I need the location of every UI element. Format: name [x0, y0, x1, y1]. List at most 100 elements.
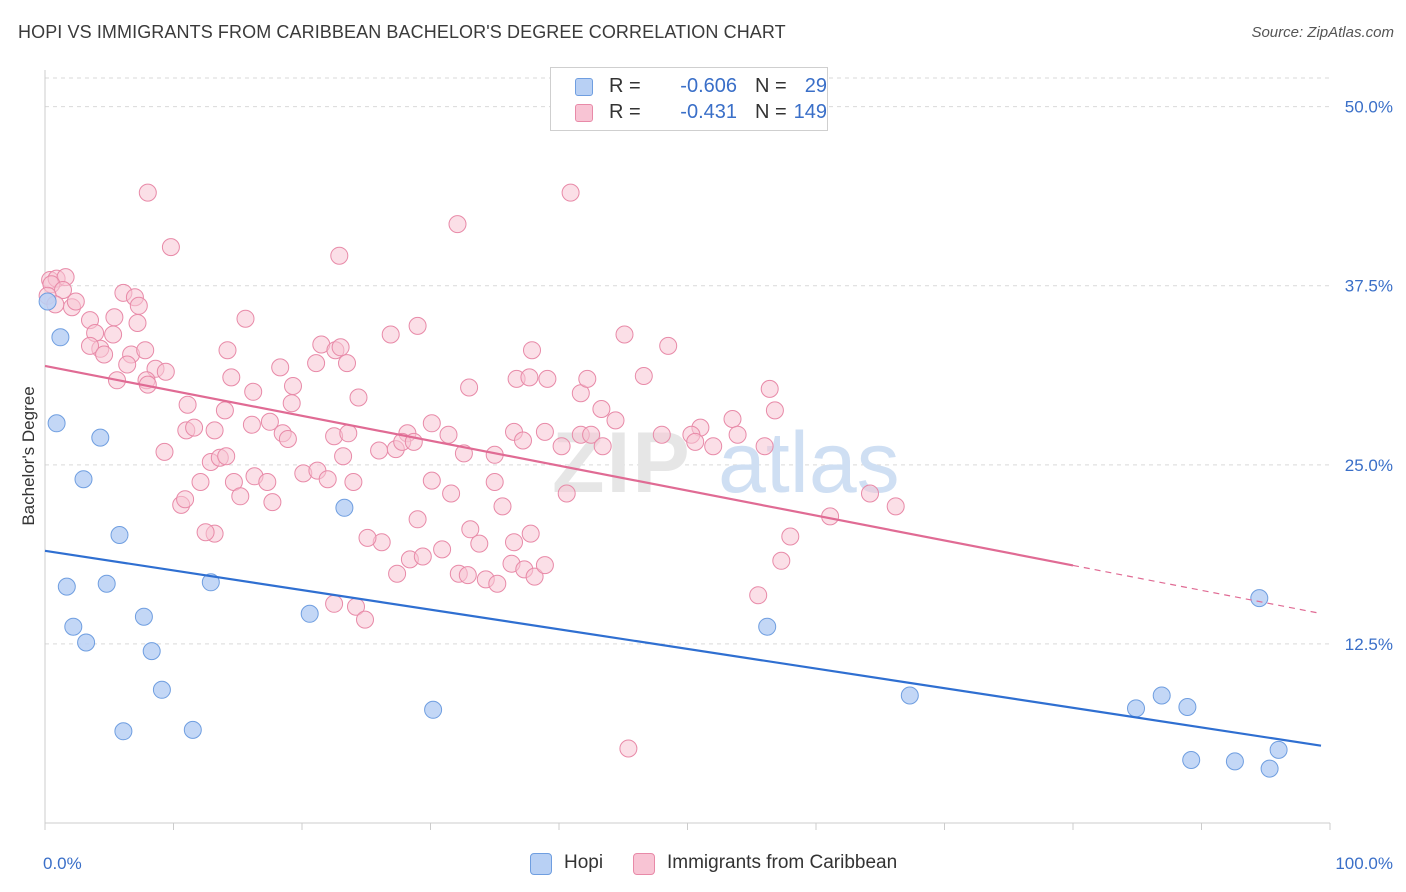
caribbean-point	[66, 292, 85, 311]
caribbean-point	[222, 368, 241, 387]
caribbean-point	[217, 447, 236, 466]
hopi-point	[1178, 698, 1197, 716]
stats-legend: R = -0.606 N = 29 R = -0.431 N = 149	[550, 67, 828, 131]
hopi-point	[1127, 699, 1145, 718]
caribbean-point	[271, 358, 290, 377]
caribbean-point	[749, 586, 768, 605]
caribbean-point	[325, 594, 344, 613]
caribbean-point	[356, 610, 374, 629]
caribbean-point	[381, 325, 400, 344]
caribbean-point	[433, 540, 452, 559]
legend-n-value: 29	[804, 75, 827, 97]
bottom-legend-label-caribbean: Immigrants from Caribbean	[667, 852, 898, 873]
caribbean-point	[521, 524, 540, 543]
hopi-point	[134, 607, 153, 626]
hopi-point	[1269, 740, 1288, 759]
legend-n-value: 149	[793, 101, 827, 123]
caribbean-point	[772, 551, 791, 570]
hopi-point	[183, 720, 202, 739]
y-tick-label: 25.0%	[1345, 456, 1393, 475]
caribbean-point	[886, 497, 905, 516]
gridlines	[45, 77, 1330, 645]
caribbean-point	[439, 425, 458, 444]
caribbean-point	[728, 425, 747, 444]
legend-r-label: R =	[609, 101, 641, 123]
caribbean-point	[652, 425, 671, 444]
hopi-point	[38, 292, 57, 311]
caribbean-point	[634, 367, 653, 385]
hopi-point	[1250, 589, 1269, 608]
bottom-legend-swatch-hopi	[530, 853, 552, 875]
caribbean-point	[118, 355, 137, 374]
axes	[44, 70, 1331, 830]
chart-title: HOPI VS IMMIGRANTS FROM CARIBBEAN BACHEL…	[18, 22, 786, 42]
caribbean-point	[231, 487, 250, 506]
hopi-point	[1260, 759, 1279, 778]
caribbean-point	[422, 414, 441, 433]
caribbean-point	[331, 338, 350, 357]
hopi-point	[142, 642, 161, 661]
bottom-legend-label-hopi: Hopi	[564, 852, 604, 873]
y-tick-label: 50.0%	[1345, 98, 1393, 117]
hopi-point	[424, 700, 443, 719]
caribbean-point	[338, 354, 356, 373]
caribbean-point	[388, 564, 407, 583]
hopi-point	[1152, 686, 1171, 705]
caribbean-point	[488, 574, 507, 593]
trend-line-extension-caribbean	[1072, 564, 1322, 615]
caribbean-point	[260, 412, 279, 431]
hopi-point	[300, 604, 319, 623]
caribbean-point	[525, 567, 544, 586]
caribbean-point	[334, 447, 353, 466]
hopi-point	[57, 577, 76, 596]
caribbean-point	[263, 493, 282, 512]
hopi-point	[1225, 752, 1244, 771]
caribbean-point	[523, 341, 541, 360]
caribbean-point	[185, 418, 204, 437]
series-caribbean-points	[38, 183, 905, 758]
tick-labels: 12.5% 25.0% 37.5% 50.0% 0.0% 100.0%	[43, 98, 1393, 873]
legend-n-label: N =	[755, 101, 787, 123]
caribbean-point	[460, 378, 479, 397]
caribbean-point	[258, 473, 277, 491]
caribbean-point	[344, 473, 363, 491]
caribbean-point	[781, 527, 800, 546]
legend-r-label: R =	[609, 75, 641, 97]
hopi-point	[74, 470, 93, 489]
hopi-point	[91, 428, 110, 447]
caribbean-point	[615, 325, 634, 344]
caribbean-point	[561, 183, 580, 202]
caribbean-point	[408, 510, 427, 529]
hopi-point	[77, 633, 96, 652]
caribbean-point	[358, 528, 377, 547]
caribbean-point	[339, 424, 358, 443]
caribbean-point	[136, 341, 155, 360]
caribbean-point	[178, 395, 197, 414]
caribbean-point	[196, 523, 215, 542]
caribbean-point	[95, 345, 114, 364]
caribbean-point	[755, 437, 774, 456]
caribbean-point	[282, 394, 301, 413]
caribbean-point	[582, 425, 601, 444]
hopi-point	[51, 328, 70, 347]
caribbean-point	[686, 432, 705, 451]
caribbean-point	[485, 473, 504, 491]
caribbean-point	[408, 316, 427, 335]
trend-lines	[44, 364, 1322, 747]
caribbean-point	[606, 411, 625, 430]
caribbean-point	[493, 497, 512, 516]
hopi-point	[114, 722, 133, 741]
caribbean-point	[215, 401, 234, 420]
hopi-point	[1182, 751, 1201, 769]
series-hopi-points	[38, 292, 1288, 778]
caribbean-point	[128, 314, 147, 332]
hopi-point	[64, 617, 83, 636]
legend-swatch-hopi	[575, 78, 593, 96]
caribbean-point	[442, 484, 461, 503]
caribbean-point	[592, 400, 611, 418]
watermark: ZIP atlas	[552, 415, 900, 511]
hopi-point	[110, 526, 129, 544]
y-tick-label: 12.5%	[1345, 635, 1393, 654]
caribbean-point	[723, 410, 742, 428]
